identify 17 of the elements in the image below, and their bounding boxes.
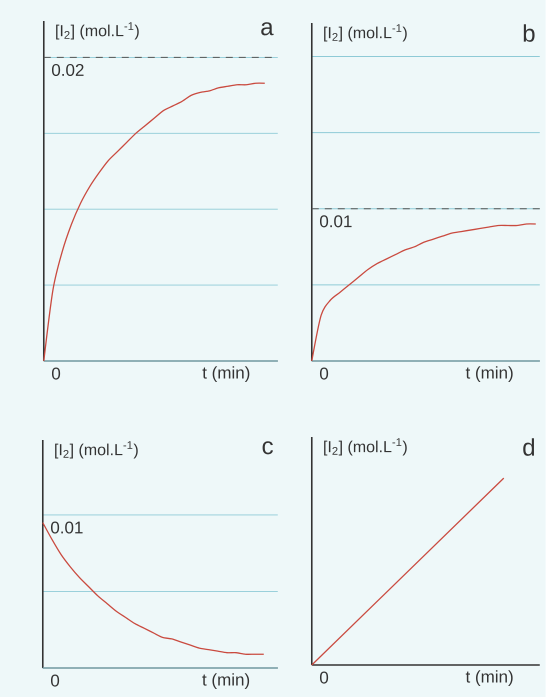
x-axis-title: t (min) — [466, 670, 513, 686]
x-axis-title: t (min) — [202, 366, 250, 382]
y-axis-title: [I$_{2}$] (mol.L$^{-1}$) — [55, 441, 138, 458]
y-axis-title: [I$_{2}$] (mol.L$^{-1}$) — [324, 24, 407, 42]
y-tick-label: 0 — [52, 368, 60, 380]
chart-title: c — [262, 441, 274, 454]
y-tick-label: 0.02 — [52, 64, 84, 76]
chart-title: d — [523, 438, 534, 456]
x-axis-title: t (min) — [466, 366, 513, 382]
y-tick-label: 0.01 — [51, 522, 83, 534]
chart-title: b — [524, 24, 535, 42]
x-axis-title: t (min) — [202, 673, 250, 690]
y-tick-label: 0 — [51, 674, 60, 687]
y-axis-title: [I$_{2}$] (mol.L$^{-1}$) — [56, 22, 139, 40]
y-tick-label: 0.01 — [320, 215, 352, 228]
y-axis-title: [I$_{2}$] (mol.L$^{-1}$) — [324, 438, 407, 456]
chart-title: a — [261, 22, 274, 36]
